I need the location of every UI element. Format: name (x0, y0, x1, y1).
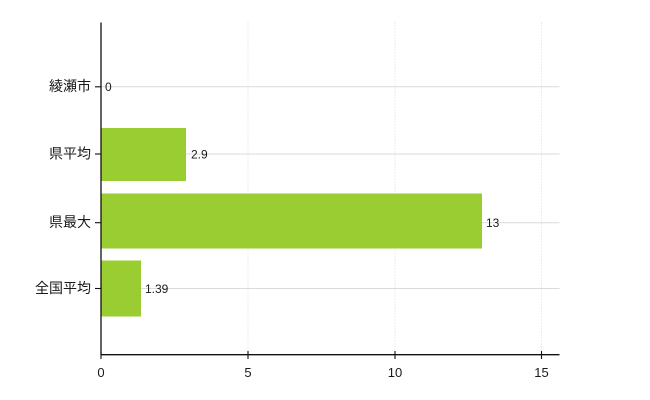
svg-text:5: 5 (244, 365, 251, 380)
svg-text:10: 10 (388, 365, 402, 380)
svg-text:13: 13 (486, 216, 500, 230)
svg-text:2.9: 2.9 (191, 148, 208, 162)
svg-text:綾瀬市: 綾瀬市 (49, 78, 91, 94)
svg-text:0: 0 (97, 365, 104, 380)
svg-text:県平均: 県平均 (49, 146, 91, 162)
svg-text:0: 0 (105, 80, 112, 94)
svg-text:1.39: 1.39 (145, 282, 169, 296)
svg-text:全国平均: 全国平均 (35, 280, 91, 296)
svg-text:県最大: 県最大 (49, 214, 91, 230)
svg-text:15: 15 (534, 365, 548, 380)
